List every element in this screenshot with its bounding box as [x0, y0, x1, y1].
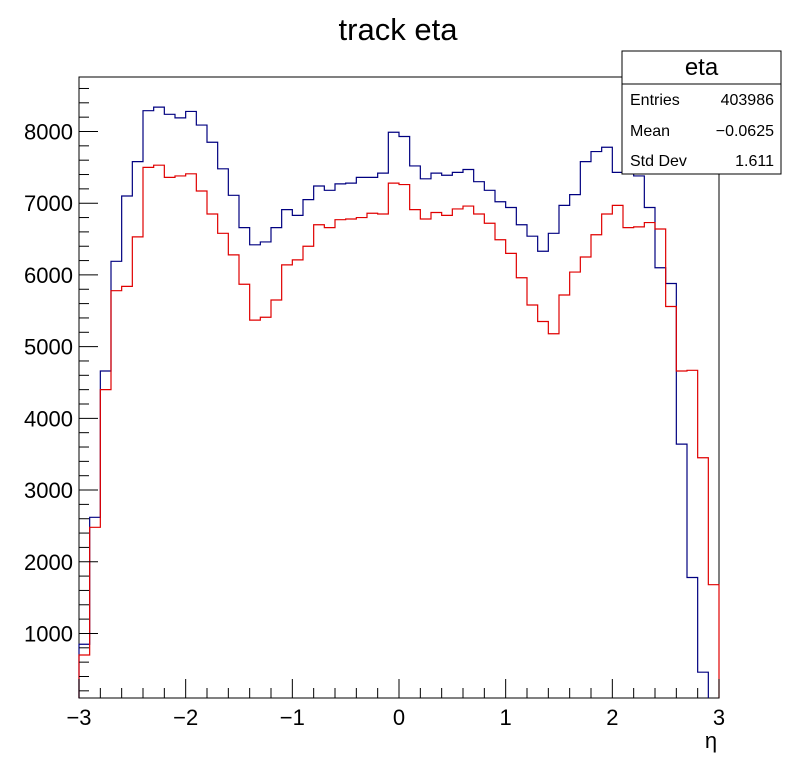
stats-mean-label: Mean — [630, 123, 670, 140]
y-axis: 1000 2000 3000 4000 5000 6000 7000 8000 — [24, 87, 98, 692]
y-tick-label: 2000 — [24, 550, 73, 575]
y-tick-label: 7000 — [24, 191, 73, 216]
stats-box-title: eta — [685, 54, 719, 81]
stats-box: eta Entries 403986 Mean −0.0625 Std Dev … — [621, 50, 782, 175]
x-tick-label: −2 — [173, 705, 198, 730]
x-tick-label: −3 — [66, 705, 91, 730]
x-axis: −3 −2 −1 0 1 2 3 — [66, 679, 725, 730]
y-tick-label: 4000 — [24, 406, 73, 431]
y-tick-label: 8000 — [24, 119, 73, 144]
series-layer — [78, 106, 720, 698]
series-line-2 — [78, 164, 720, 698]
y-tick-label: 6000 — [24, 263, 73, 288]
x-tick-label: 3 — [713, 705, 725, 730]
y-tick-label: 1000 — [24, 621, 73, 646]
x-tick-label: 1 — [500, 705, 512, 730]
x-tick-label: 0 — [393, 705, 405, 730]
stats-entries-label: Entries — [630, 92, 680, 109]
stats-stddev-label: Std Dev — [630, 153, 687, 170]
x-tick-label: −1 — [280, 705, 305, 730]
x-tick-label: 2 — [606, 705, 618, 730]
stats-box-frame — [621, 50, 782, 175]
y-tick-label: 3000 — [24, 478, 73, 503]
stats-mean-value: −0.0625 — [716, 123, 774, 140]
chart-title: track eta — [339, 12, 459, 47]
stats-stddev-value: 1.611 — [735, 153, 774, 170]
y-tick-label: 5000 — [24, 335, 73, 360]
series-line-1 — [78, 106, 709, 698]
x-axis-label: η — [705, 728, 717, 753]
stats-entries-value: 403986 — [721, 92, 774, 109]
